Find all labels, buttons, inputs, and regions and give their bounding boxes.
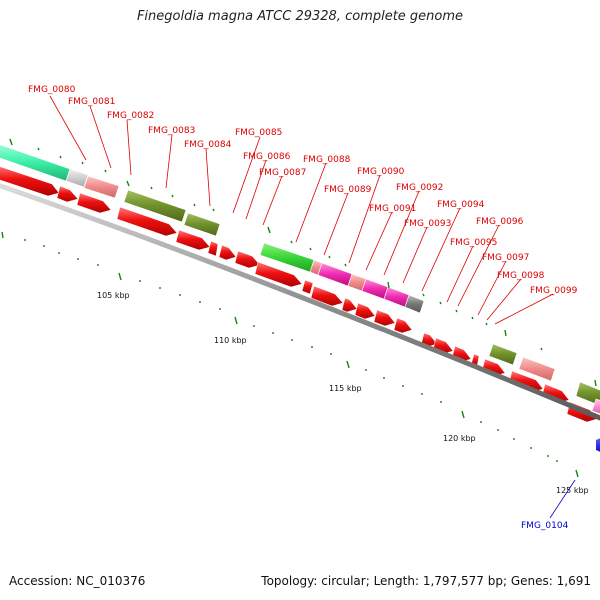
gene-label: FMG_0083 bbox=[148, 126, 195, 136]
feature-track-outer bbox=[0, 144, 600, 414]
cds-arrow bbox=[341, 297, 358, 313]
genome-summary: Topology: circular; Length: 1,797,577 bp… bbox=[261, 574, 591, 588]
cds-arrow bbox=[234, 250, 261, 269]
scale-labels: 105 kbp 110 kbp 115 kbp 120 kbp 125 kbp bbox=[97, 291, 589, 495]
feature-blue bbox=[596, 438, 600, 452]
accession-value: NC_010376 bbox=[76, 574, 146, 588]
gene-label: FMG_0086 bbox=[243, 152, 291, 162]
feature-magenta bbox=[317, 262, 353, 287]
cds-arrow bbox=[254, 261, 303, 288]
gene-label: FMG_0092 bbox=[396, 183, 443, 193]
gene-label: FMG_0096 bbox=[476, 217, 524, 227]
gene-label-blue: FMG_0104 bbox=[521, 521, 569, 531]
scale-label: 115 kbp bbox=[329, 384, 362, 393]
cds-arrow bbox=[76, 192, 112, 214]
leader-line-blue bbox=[549, 479, 576, 519]
gene-label: FMG_0095 bbox=[450, 238, 497, 248]
gene-label: FMG_0087 bbox=[259, 168, 306, 178]
gene-label: FMG_0090 bbox=[357, 167, 405, 177]
leader-lines bbox=[49, 95, 554, 325]
gene-label: FMG_0093 bbox=[404, 219, 451, 229]
gene-label: FMG_0085 bbox=[235, 128, 282, 138]
genes-label: Genes: bbox=[510, 574, 553, 588]
feature-light bbox=[65, 168, 89, 188]
feature-olive bbox=[183, 212, 221, 237]
accession-label: Accession: bbox=[9, 574, 73, 588]
length-value: 1,797,577 bp bbox=[422, 574, 503, 588]
scale-ticks-outer bbox=[9, 138, 597, 387]
gene-label: FMG_0081 bbox=[68, 97, 115, 107]
feature-salmon bbox=[83, 175, 120, 199]
cds-arrow bbox=[373, 309, 396, 327]
cds-arrow bbox=[116, 206, 178, 237]
genome-backbone bbox=[0, 183, 600, 421]
cds-arrow bbox=[0, 166, 60, 197]
topology-value: circular bbox=[321, 574, 366, 588]
feature-olive bbox=[575, 381, 600, 406]
cds-arrow bbox=[393, 317, 413, 334]
gene-label: FMG_0089 bbox=[324, 185, 372, 195]
feature-olive bbox=[488, 343, 518, 366]
topology-label: Topology: bbox=[261, 574, 318, 588]
cds-arrow bbox=[310, 285, 344, 307]
gene-label: FMG_0088 bbox=[303, 155, 351, 165]
gene-label: FMG_0094 bbox=[437, 200, 485, 210]
feature-magenta bbox=[361, 278, 389, 300]
scale-ticks bbox=[1, 231, 579, 478]
scale-label: 120 kbp bbox=[443, 434, 476, 443]
feature-olive bbox=[123, 189, 187, 223]
scale-label: 125 kbp bbox=[556, 486, 589, 495]
cds-arrow bbox=[56, 185, 79, 203]
feature-pink bbox=[591, 398, 600, 414]
length-label: Length: bbox=[373, 574, 420, 588]
gene-label: FMG_0098 bbox=[497, 271, 545, 281]
cds-arrow bbox=[175, 229, 211, 251]
feature-grey bbox=[404, 294, 425, 314]
cds-arrow bbox=[218, 244, 237, 261]
cds-arrow bbox=[354, 302, 376, 320]
gene-label: FMG_0080 bbox=[28, 85, 76, 95]
feature-salmon bbox=[518, 356, 556, 382]
scale-label: 110 kbp bbox=[214, 336, 247, 345]
gene-labels: FMG_0080 FMG_0081 FMG_0082 FMG_0083 FMG_… bbox=[28, 85, 578, 296]
feature-magenta bbox=[383, 286, 410, 308]
genes-value: 1,691 bbox=[556, 574, 591, 588]
cds-arrow bbox=[207, 240, 219, 257]
gene-label: FMG_0084 bbox=[184, 140, 232, 150]
cds-arrow bbox=[301, 279, 314, 295]
cds-track bbox=[0, 166, 598, 423]
scale-label: 105 kbp bbox=[97, 291, 130, 300]
accession-info: Accession: NC_010376 bbox=[9, 574, 145, 588]
gene-label: FMG_0091 bbox=[369, 204, 416, 214]
map-title: Finegoldia magna ATCC 29328, complete ge… bbox=[136, 9, 464, 24]
gene-label: FMG_0099 bbox=[530, 286, 578, 296]
gene-label: FMG_0082 bbox=[107, 111, 154, 121]
gene-label: FMG_0097 bbox=[482, 253, 529, 263]
